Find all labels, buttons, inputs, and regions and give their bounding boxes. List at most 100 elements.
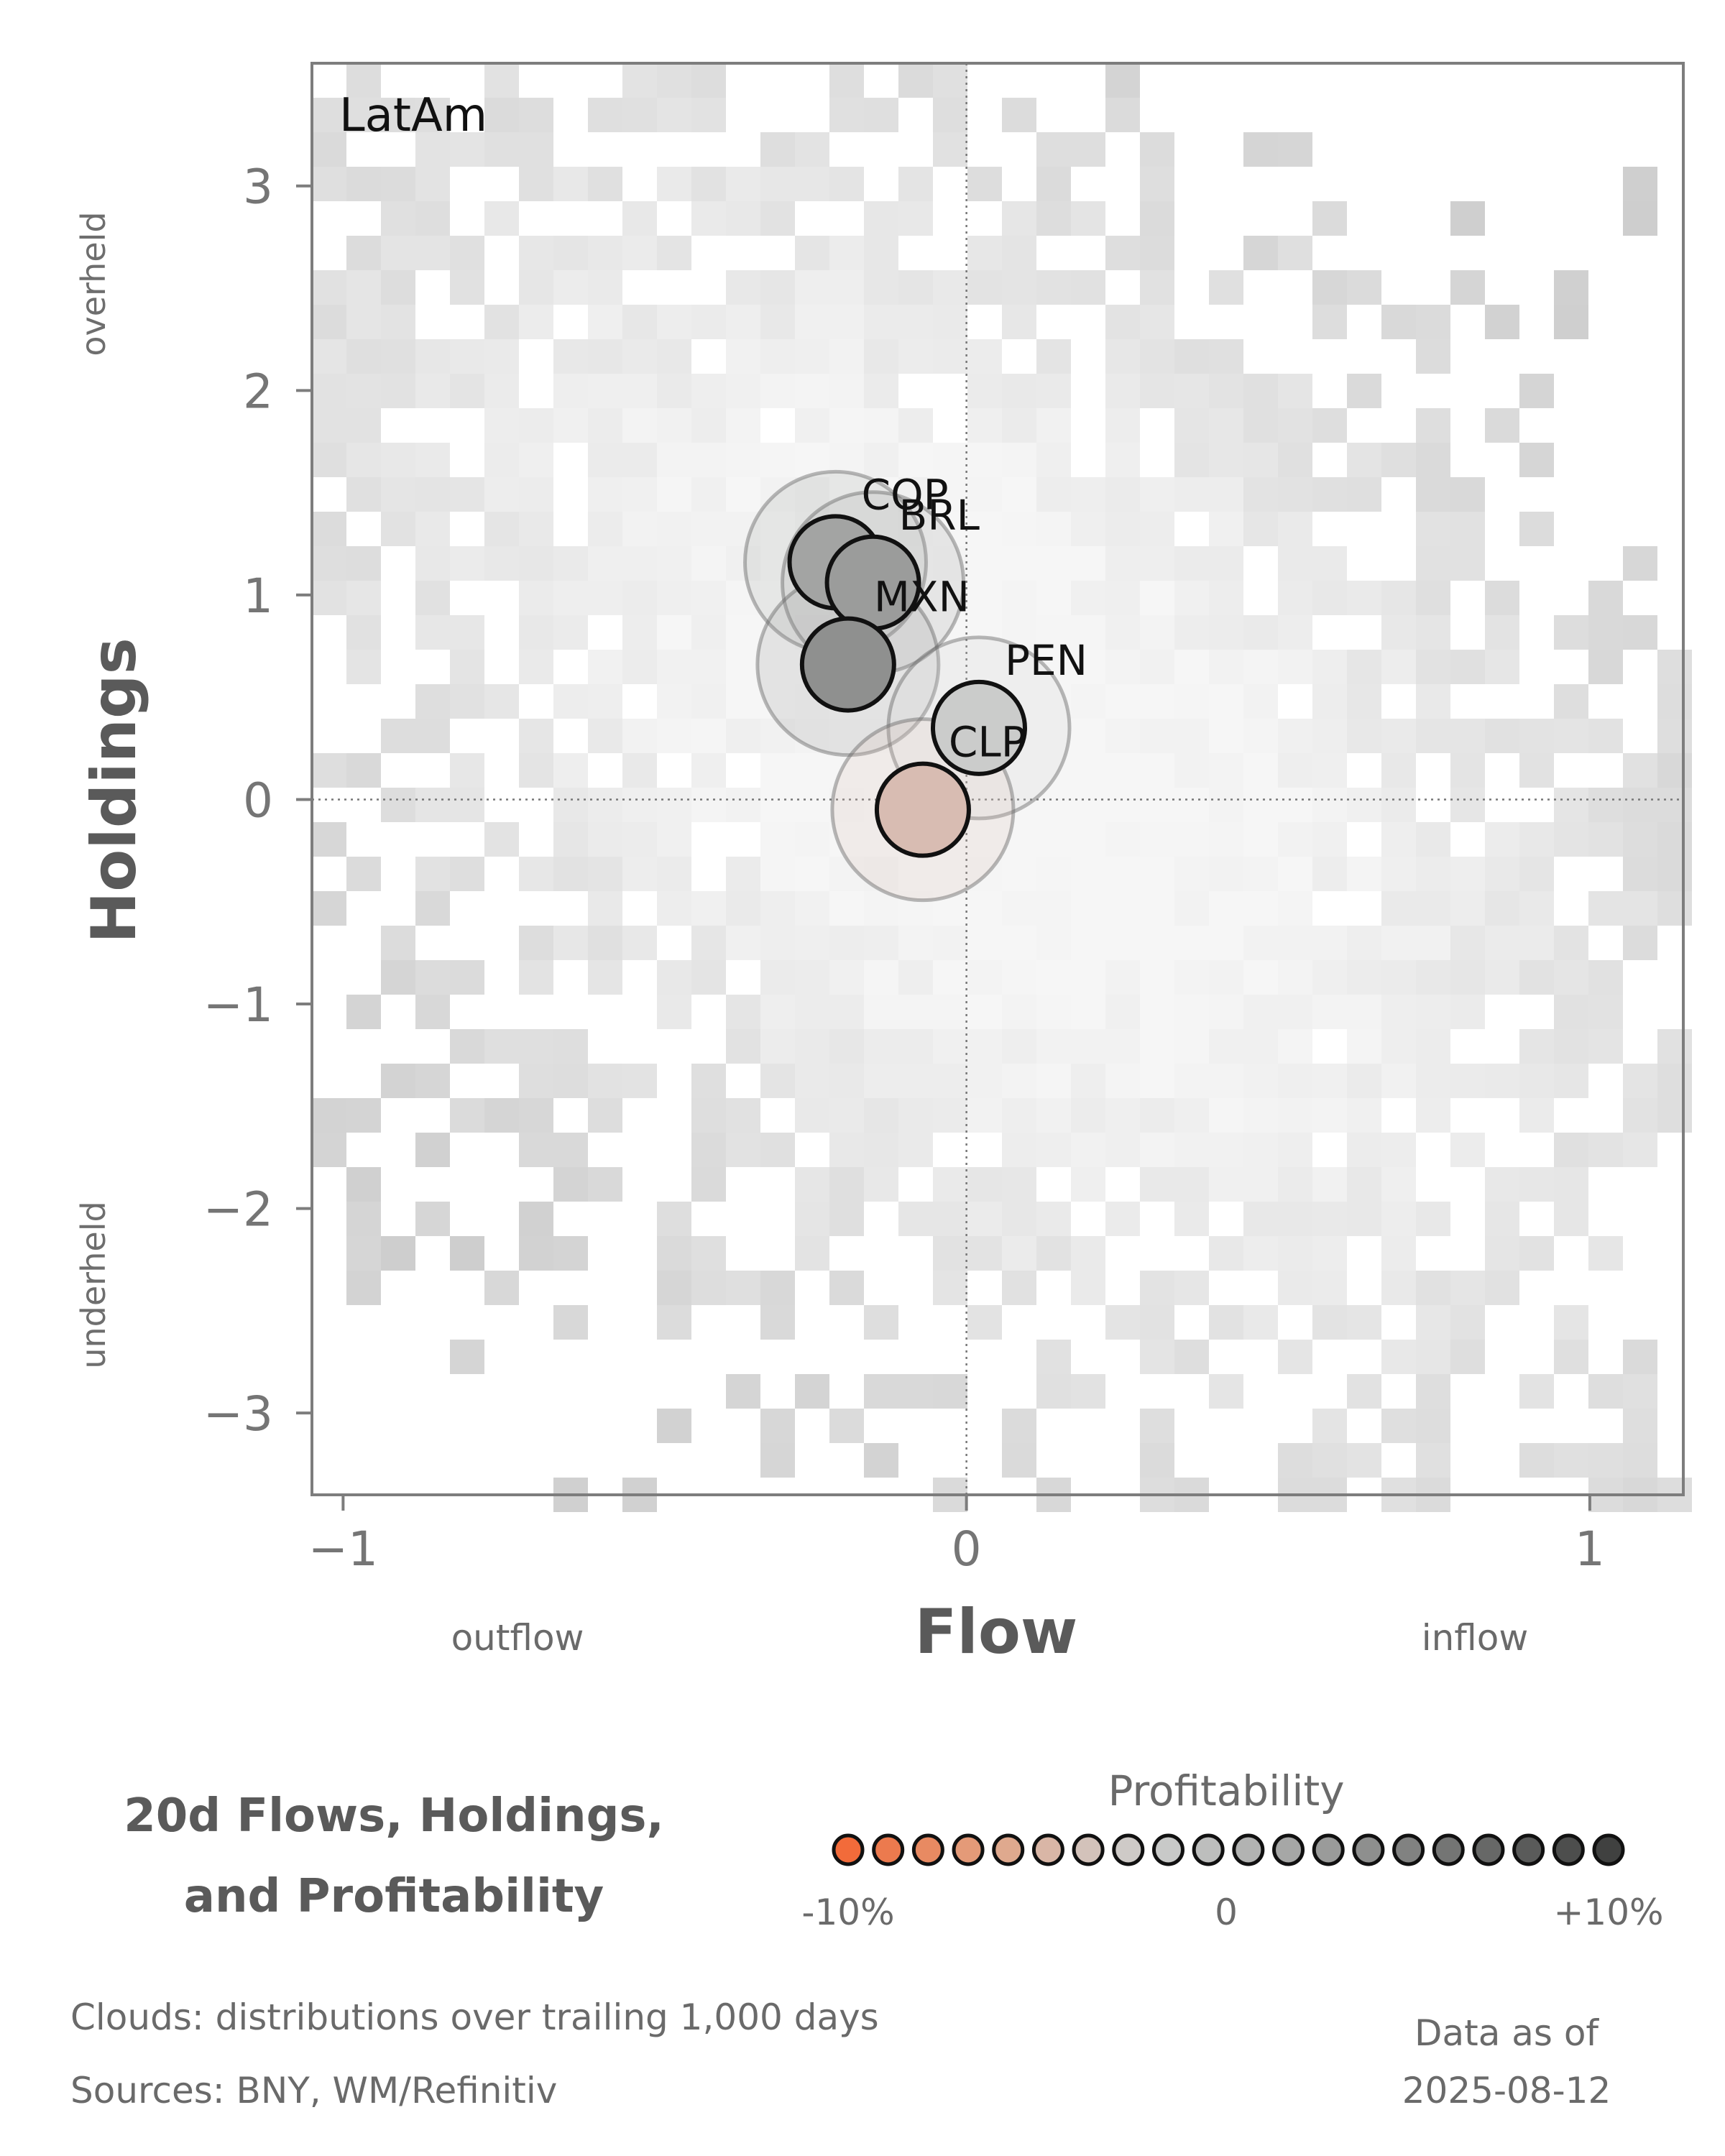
cloud-cell (553, 1305, 588, 1340)
cloud-cell (1381, 1271, 1416, 1305)
cloud-cell (1450, 891, 1485, 926)
cloud-cell (933, 477, 967, 512)
cloud-cell (1071, 857, 1105, 891)
cloud-cell (760, 719, 795, 753)
cloud-cell (864, 960, 898, 995)
cloud-cell (1174, 719, 1209, 753)
cloud-cell (1588, 615, 1623, 650)
cloud-cell (933, 1236, 967, 1271)
cloud-cell (381, 339, 415, 374)
cloud-cell (1416, 339, 1450, 374)
cloud-cell (622, 615, 657, 650)
cloud-cell (1243, 926, 1278, 960)
cloud-cell (1623, 201, 1657, 236)
cloud-cell (1071, 684, 1105, 719)
cloud-cell (1002, 270, 1036, 305)
cloud-cell (1174, 995, 1209, 1029)
cloud-cell (691, 1271, 726, 1305)
cloud-cell (1278, 1340, 1312, 1374)
cloud-cell (898, 926, 933, 960)
cloud-cell (898, 615, 933, 650)
cloud-cell (1002, 546, 1036, 581)
cloud-cell (1002, 512, 1036, 546)
cloud-cell (346, 374, 381, 408)
cloud-cell (1347, 719, 1381, 753)
cloud-cell (1278, 581, 1312, 615)
distribution-cloud (312, 63, 1692, 1512)
cloud-cell (1174, 1340, 1209, 1374)
cloud-cell (726, 891, 760, 926)
cloud-cell (1243, 132, 1278, 167)
cloud-cell (622, 857, 657, 891)
cloud-cell (1657, 719, 1692, 753)
cloud-cell (553, 1133, 588, 1167)
cloud-cell (1071, 1064, 1105, 1098)
cloud-cell (1554, 305, 1588, 339)
cloud-cell (1140, 1443, 1174, 1478)
cloud-cell (1140, 477, 1174, 512)
cloud-cell (622, 339, 657, 374)
cloud-cell (1623, 1443, 1657, 1478)
cloud-cell (829, 1029, 864, 1064)
point-label-clp: CLP (949, 718, 1026, 767)
cloud-cell (588, 857, 622, 891)
cloud-cell (553, 236, 588, 270)
cloud-cell (622, 63, 657, 98)
cloud-cell (657, 512, 691, 546)
cloud-cell (1519, 926, 1554, 960)
cloud-cell (588, 581, 622, 615)
cloud-cell (1036, 788, 1071, 822)
cloud-cell (1381, 719, 1416, 753)
cloud-cell (484, 374, 519, 408)
cloud-cell (760, 615, 795, 650)
cloud-cell (1416, 1029, 1450, 1064)
cloud-cell (1036, 650, 1071, 684)
cloud-cell (484, 1029, 519, 1064)
cloud-cell (415, 960, 450, 995)
cloud-cell (1105, 1202, 1140, 1236)
cloud-cell (1105, 960, 1140, 995)
cloud-cell (1036, 408, 1071, 443)
cloud-cell (1588, 1133, 1623, 1167)
cloud-cell (898, 63, 933, 98)
cloud-cell (1554, 1064, 1588, 1098)
cloud-cell (864, 926, 898, 960)
cloud-cell (1002, 201, 1036, 236)
cloud-cell (657, 822, 691, 857)
cloud-cell (1416, 477, 1450, 512)
cloud-cell (726, 684, 760, 719)
cloud-cell (1002, 822, 1036, 857)
cloud-cell (1209, 857, 1243, 891)
cloud-cell (657, 98, 691, 132)
cloud-cell (726, 443, 760, 477)
cloud-cell (760, 891, 795, 926)
cloud-cell (381, 926, 415, 960)
cloud-cell (1381, 615, 1416, 650)
cloud-cell (829, 719, 864, 753)
cloud-cell (726, 857, 760, 891)
cloud-cell (588, 167, 622, 201)
cloud-cell (1347, 788, 1381, 822)
cloud-cell (553, 926, 588, 960)
cloud-cell (898, 719, 933, 753)
cloud-cell (726, 270, 760, 305)
cloud-cell (1485, 891, 1519, 926)
cloud-cell (588, 477, 622, 512)
cloud-cell (553, 270, 588, 305)
cloud-cell (1554, 719, 1588, 753)
cloud-cell (829, 891, 864, 926)
cloud-cell (1071, 201, 1105, 236)
cloud-cell (588, 374, 622, 408)
cloud-cell (967, 1236, 1002, 1271)
cloud-cell (829, 339, 864, 374)
cloud-cell (1657, 684, 1692, 719)
cloud-cell (967, 1167, 1002, 1202)
cloud-cell (312, 753, 346, 788)
cloud-cell (1278, 1202, 1312, 1236)
cloud-cell (1140, 719, 1174, 753)
cloud-cell (967, 546, 1002, 581)
cloud-cell (1450, 1133, 1485, 1167)
cloud-cell (1174, 650, 1209, 684)
cloud-cell (760, 305, 795, 339)
cloud-cell (726, 1271, 760, 1305)
